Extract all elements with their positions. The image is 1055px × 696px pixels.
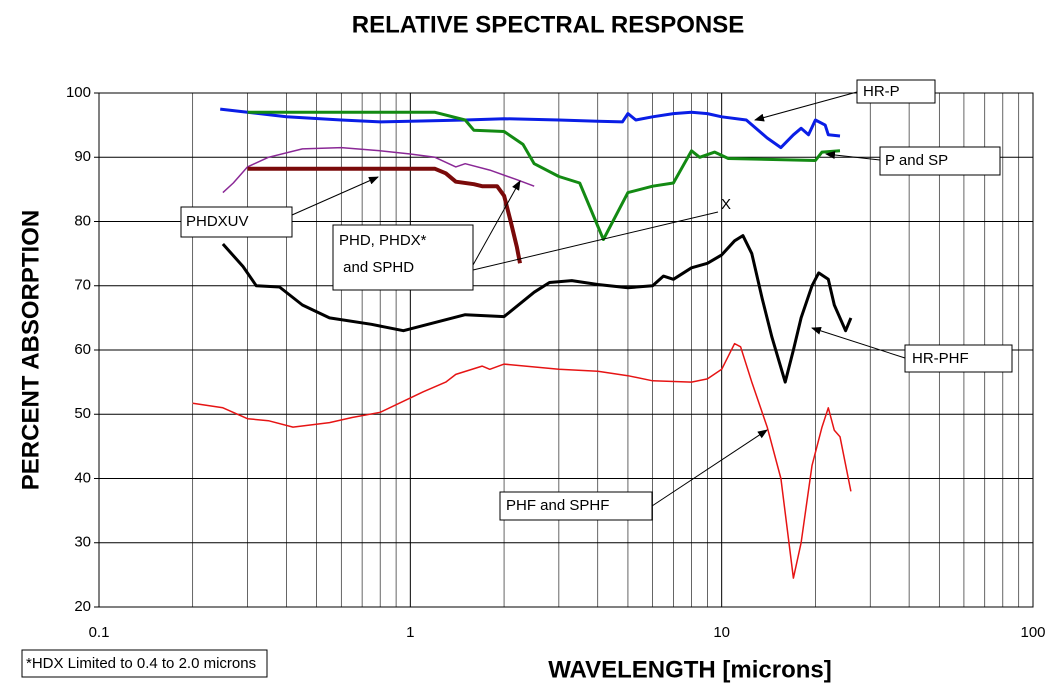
- label-box: [499, 491, 653, 521]
- label-box: [879, 146, 1001, 176]
- y-tick-label: 90: [74, 148, 91, 165]
- y-tick-label: 50: [74, 405, 91, 422]
- arrow: [811, 326, 906, 359]
- y-tick-label: 70: [74, 277, 91, 294]
- note-box: [21, 649, 268, 678]
- plot-frame: [98, 92, 1034, 608]
- y-axis-label: PERCENT ABSORPTION: [17, 210, 44, 490]
- series-line: [220, 107, 841, 150]
- annotation: and SPHD: [339, 259, 414, 276]
- x-tick-label: 100: [1020, 624, 1045, 641]
- arrow: [754, 91, 858, 122]
- leader-line: [472, 211, 719, 271]
- x-axis-label: WAVELENGTH [microns]: [548, 656, 832, 683]
- x-tick-label: 10: [713, 624, 730, 641]
- annotation: HR-PHF: [912, 350, 969, 367]
- arrow: [472, 180, 521, 266]
- series-line: [192, 342, 852, 579]
- series-group: [192, 107, 853, 579]
- y-tick-label: 100: [66, 84, 91, 101]
- arrow: [825, 151, 881, 161]
- chart-title: RELATIVE SPECTRAL RESPONSE: [352, 11, 745, 38]
- y-tick-label: 20: [74, 598, 91, 615]
- label-box: [856, 79, 936, 104]
- y-tick-label: 80: [74, 212, 91, 229]
- annotation: PHD, PHDX*: [339, 232, 427, 249]
- series-line: [221, 234, 853, 384]
- annotations: HR-P P and SP PHDXUV X PHD, PHDX* and SP…: [21, 79, 1013, 678]
- label-box: [904, 344, 1013, 373]
- y-tick-label: 60: [74, 341, 91, 358]
- y-tick-label: 40: [74, 469, 91, 486]
- annotation: PHDXUV: [186, 213, 249, 230]
- annotation: P and SP: [885, 152, 948, 169]
- annotation: X: [721, 196, 731, 213]
- y-tick-label: 30: [74, 534, 91, 551]
- annotation: HR-P: [863, 83, 900, 100]
- label-box: [180, 206, 293, 238]
- arrow: [651, 429, 768, 507]
- series-line: [222, 146, 535, 194]
- series-line: [247, 166, 522, 264]
- x-tick-label: 1: [406, 624, 414, 641]
- label-box: [332, 224, 474, 291]
- x-tick-label: 0.1: [89, 624, 110, 641]
- annotation: PHF and SPHF: [506, 497, 609, 514]
- arrow: [291, 176, 379, 216]
- series-line: [247, 110, 841, 241]
- footnote: *HDX Limited to 0.4 to 2.0 microns: [26, 655, 256, 672]
